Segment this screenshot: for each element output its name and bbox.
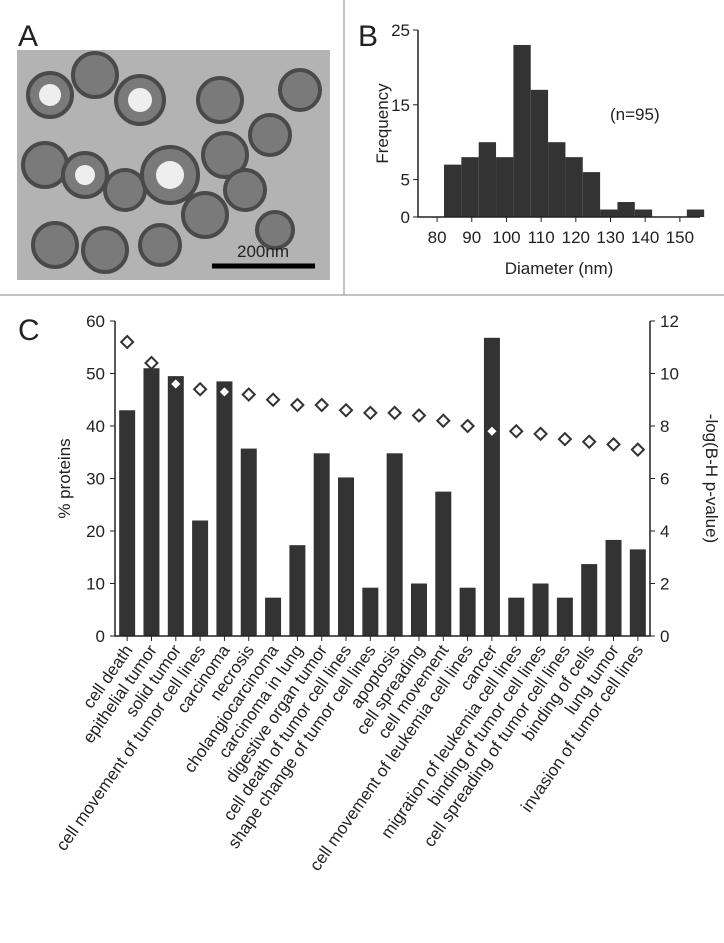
diamond-marker (265, 392, 281, 408)
bar (461, 157, 479, 217)
diamond-marker (314, 397, 330, 413)
bar (119, 410, 136, 636)
diamond-marker (484, 423, 500, 439)
diamond-marker (144, 355, 159, 371)
diamond-marker (192, 381, 208, 397)
panel-label: B (358, 20, 378, 53)
y-tick-label: 50 (86, 365, 105, 384)
y-tick-label: 10 (86, 575, 105, 594)
x-tick-label: 140 (631, 228, 659, 247)
bar (513, 44, 531, 218)
bar (581, 564, 598, 636)
panel-label: A (18, 20, 38, 53)
bar (338, 477, 355, 636)
bar (143, 368, 160, 636)
y2-tick-label: 8 (660, 417, 669, 436)
x-tick-label: 100 (492, 228, 520, 247)
y-tick-label: 30 (86, 470, 105, 489)
y2-tick-label: 6 (660, 470, 669, 489)
y-tick-label: 60 (86, 312, 105, 331)
annotation: (n=95) (610, 105, 660, 124)
bar (265, 597, 282, 636)
y-tick-label: 25 (391, 21, 410, 40)
diamond-marker (411, 408, 427, 423)
y2-tick-label: 2 (660, 575, 669, 594)
diamond-marker (289, 397, 305, 413)
bar (240, 448, 257, 636)
y-tick-label: 20 (86, 522, 105, 541)
bar (565, 157, 583, 217)
bar (508, 597, 525, 636)
bar (444, 164, 462, 217)
bar (459, 587, 476, 636)
y-axis-label: % proteins (55, 438, 74, 518)
bar (605, 539, 622, 636)
y2-tick-label: 12 (660, 312, 679, 331)
panel-label: C (18, 314, 40, 347)
diamond-marker (338, 402, 354, 418)
bar (435, 491, 452, 636)
bar (686, 209, 705, 217)
scale-bar-label: 200nm (237, 242, 289, 261)
y-axis-label: Frequency (373, 83, 392, 164)
bar (600, 209, 618, 217)
bar (386, 453, 403, 636)
diamond-marker (435, 413, 451, 429)
bar (483, 337, 500, 636)
diamond-marker (581, 434, 597, 450)
diamond-marker (460, 418, 476, 434)
bar (216, 381, 233, 636)
bar (556, 597, 573, 636)
y2-tick-label: 4 (660, 522, 669, 541)
y2-tick-label: 0 (660, 627, 669, 646)
y-tick-label: 40 (86, 417, 105, 436)
bar (478, 142, 497, 217)
y-tick-label: 5 (401, 171, 410, 190)
bar (629, 549, 646, 636)
bar (313, 453, 330, 636)
bar (548, 142, 566, 217)
bar (362, 587, 379, 636)
bar (530, 89, 549, 217)
bar (634, 209, 653, 217)
diamond-marker (168, 376, 184, 392)
diamond-marker (387, 405, 403, 421)
y-tick-label: 0 (96, 627, 105, 646)
micrograph (17, 50, 330, 280)
bar (192, 520, 209, 636)
bar (617, 202, 635, 217)
y2-tick-label: 10 (660, 365, 679, 384)
bar (289, 545, 306, 636)
diamond-marker (606, 436, 621, 452)
diamond-marker (217, 384, 232, 400)
bar (532, 583, 549, 636)
diamond-marker (241, 387, 257, 402)
x-axis-label: Diameter (nm) (505, 259, 614, 278)
y2-axis-label: -log(B-H p-value) (702, 414, 721, 543)
y-tick-label: 15 (391, 96, 410, 115)
diamond-marker (533, 426, 548, 442)
x-tick-label: 130 (596, 228, 624, 247)
diamond-marker (362, 405, 378, 421)
bar (496, 157, 514, 217)
x-tick-label: 110 (528, 228, 555, 247)
x-tick-label: 80 (428, 228, 447, 247)
diamond-marker (508, 423, 524, 439)
diamond-marker (119, 334, 135, 350)
diamond-marker (557, 431, 573, 447)
y-tick-label: 0 (401, 208, 410, 227)
bar (582, 172, 601, 217)
x-tick-label: 90 (462, 228, 481, 247)
x-tick-label: 120 (562, 228, 590, 247)
diamond-marker (630, 442, 646, 458)
bar (410, 583, 427, 636)
bar (167, 376, 184, 636)
x-tick-label: 150 (666, 228, 694, 247)
